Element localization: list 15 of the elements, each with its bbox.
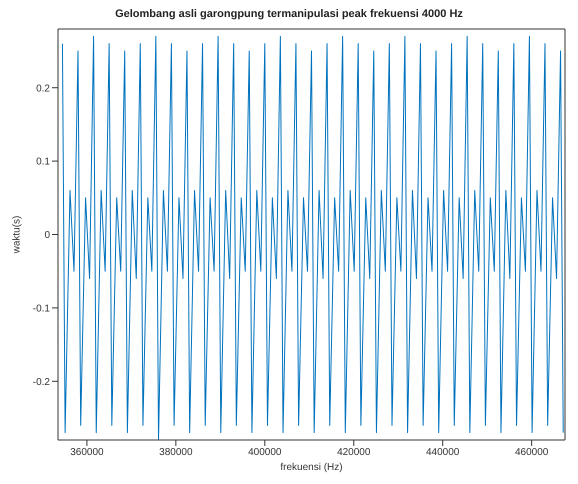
chart-title: Gelombang asli garongpung termanipulasi peak frekuensi 4000 Hz	[114, 8, 464, 22]
x-tick-label: 400000	[248, 447, 282, 458]
x-tick-label: 440000	[426, 447, 460, 458]
y-tick-label: 0	[44, 230, 50, 242]
y-tick-label: 0.1	[36, 156, 50, 168]
y-axis-title: waktu(s)	[12, 216, 23, 254]
x-tick-label: 460000	[514, 447, 549, 458]
x-tick-label: 420000	[337, 447, 371, 458]
y-tick-label: -0.2	[32, 376, 50, 388]
y-tick-label: -0.1	[32, 303, 50, 314]
y-tick-label: 0.2	[36, 83, 50, 94]
x-axis-title: frekuensi (Hz)	[280, 462, 343, 473]
x-tick-label: 360000	[70, 447, 104, 458]
x-tick-label: 380000	[159, 447, 193, 458]
line-series	[62, 36, 564, 440]
